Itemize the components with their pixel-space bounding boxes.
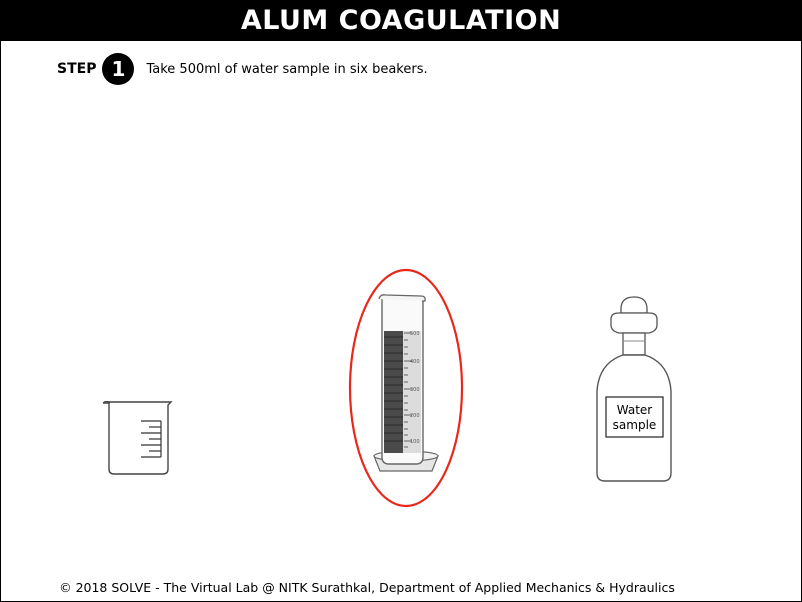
scale-label-400: 400	[410, 359, 420, 365]
step-number-badge: 1	[102, 53, 135, 85]
scale-label-300: 300	[410, 387, 420, 393]
highlight-ellipse	[348, 268, 464, 508]
water-sample-bottle-icon[interactable]: Water sample	[593, 295, 675, 485]
footer-copyright: © 2018 SOLVE - The Virtual Lab @ NITK Su…	[59, 580, 675, 595]
step-instruction-text: Take 500ml of water sample in six beaker…	[146, 61, 428, 77]
step-instruction-row: STEP 1 Take 500ml of water sample in six…	[57, 53, 428, 85]
scale-label-500: 500	[410, 331, 420, 337]
measuring-cylinder-icon[interactable]: 500 400 300 200 100	[346, 267, 466, 509]
bottle-label-line2: sample	[613, 418, 657, 432]
bottle-label-line1: Water	[617, 403, 653, 417]
scale-label-100: 100	[410, 439, 420, 445]
step-label: STEP	[57, 61, 97, 77]
beaker-icon[interactable]	[101, 399, 173, 479]
page-title: ALUM COAGULATION	[1, 1, 801, 41]
scale-label-200: 200	[410, 413, 420, 419]
